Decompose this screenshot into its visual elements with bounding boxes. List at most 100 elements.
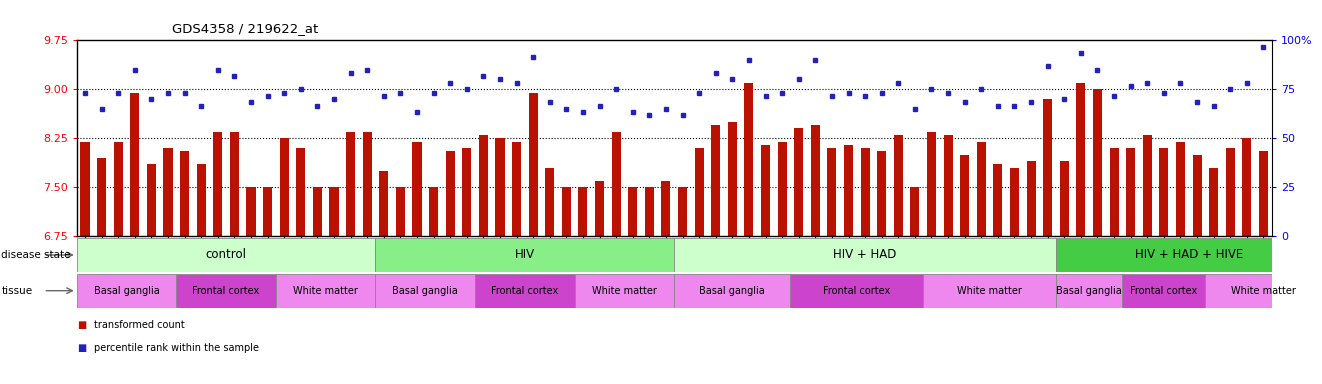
Bar (876, 151, 886, 236)
Bar (562, 187, 571, 236)
Bar (1210, 167, 1219, 236)
Bar (1243, 138, 1252, 236)
Bar (1026, 161, 1035, 236)
Bar (977, 142, 986, 236)
Bar (97, 158, 106, 236)
Text: HIV + HAD + HIVE: HIV + HAD + HIVE (1134, 248, 1243, 262)
Bar (81, 142, 90, 236)
Text: Basal ganglia: Basal ganglia (699, 286, 765, 296)
Bar (77, 274, 176, 308)
Bar (1142, 135, 1151, 236)
Bar (379, 171, 389, 236)
Bar (263, 187, 272, 236)
Bar (475, 274, 575, 308)
Bar (1060, 161, 1069, 236)
Bar (795, 128, 804, 236)
Bar (1056, 238, 1322, 272)
Bar (375, 274, 475, 308)
Bar (346, 132, 356, 236)
Text: Basal ganglia: Basal ganglia (393, 286, 459, 296)
Text: HIV: HIV (514, 248, 535, 262)
Text: disease state: disease state (1, 250, 71, 260)
Bar (960, 154, 969, 236)
Bar (1109, 148, 1118, 236)
Bar (197, 164, 206, 236)
Bar (993, 164, 1002, 236)
Text: Frontal cortex: Frontal cortex (193, 286, 259, 296)
Bar (130, 93, 139, 236)
Bar (810, 125, 820, 236)
Bar (529, 93, 538, 236)
Text: percentile rank within the sample: percentile rank within the sample (94, 343, 259, 353)
Bar (1126, 148, 1136, 236)
Bar (213, 132, 222, 236)
Bar (678, 187, 687, 236)
Bar (744, 83, 754, 236)
Bar (77, 238, 375, 272)
Bar (1159, 148, 1169, 236)
Text: GDS4358 / 219622_at: GDS4358 / 219622_at (172, 22, 319, 35)
Bar (578, 187, 587, 236)
Bar (1093, 89, 1103, 236)
Bar (276, 274, 375, 308)
Text: Frontal cortex: Frontal cortex (492, 286, 558, 296)
Bar (711, 125, 720, 236)
Bar (496, 138, 505, 236)
Bar (1010, 167, 1019, 236)
Bar (164, 148, 173, 236)
Text: Basal ganglia: Basal ganglia (1056, 286, 1122, 296)
Bar (674, 274, 791, 308)
Bar (575, 274, 674, 308)
Bar (446, 151, 455, 236)
Bar (1259, 151, 1268, 236)
Bar (861, 148, 870, 236)
Bar (313, 187, 323, 236)
Text: White matter: White matter (592, 286, 657, 296)
Bar (1175, 142, 1185, 236)
Bar (1225, 148, 1235, 236)
Bar (612, 132, 621, 236)
Bar (1192, 154, 1202, 236)
Bar (1206, 274, 1322, 308)
Bar (645, 187, 654, 236)
Bar (479, 135, 488, 236)
Bar (791, 274, 923, 308)
Bar (761, 145, 771, 236)
Bar (279, 138, 288, 236)
Bar (927, 132, 936, 236)
Bar (843, 145, 853, 236)
Bar (661, 181, 670, 236)
Bar (828, 148, 837, 236)
Text: tissue: tissue (1, 286, 33, 296)
Text: transformed count: transformed count (94, 320, 185, 330)
Bar (180, 151, 189, 236)
Bar (628, 187, 637, 236)
Bar (1043, 99, 1052, 236)
Bar (545, 167, 554, 236)
Text: HIV + HAD: HIV + HAD (833, 248, 896, 262)
Bar (395, 187, 405, 236)
Text: control: control (205, 248, 247, 262)
Bar (674, 238, 1056, 272)
Bar (595, 181, 604, 236)
Bar (296, 148, 305, 236)
Bar (176, 274, 276, 308)
Bar (923, 274, 1056, 308)
Bar (1056, 274, 1122, 308)
Bar (1122, 274, 1206, 308)
Bar (114, 142, 123, 236)
Text: White matter: White matter (957, 286, 1022, 296)
Text: White matter: White matter (293, 286, 358, 296)
Bar (911, 187, 920, 236)
Text: Basal ganglia: Basal ganglia (94, 286, 160, 296)
Bar (512, 142, 521, 236)
Bar (1076, 83, 1085, 236)
Bar (428, 187, 438, 236)
Bar (329, 187, 338, 236)
Bar (694, 148, 703, 236)
Bar (362, 132, 371, 236)
Text: White matter: White matter (1231, 286, 1296, 296)
Bar (375, 238, 674, 272)
Bar (230, 132, 239, 236)
Text: Frontal cortex: Frontal cortex (1130, 286, 1198, 296)
